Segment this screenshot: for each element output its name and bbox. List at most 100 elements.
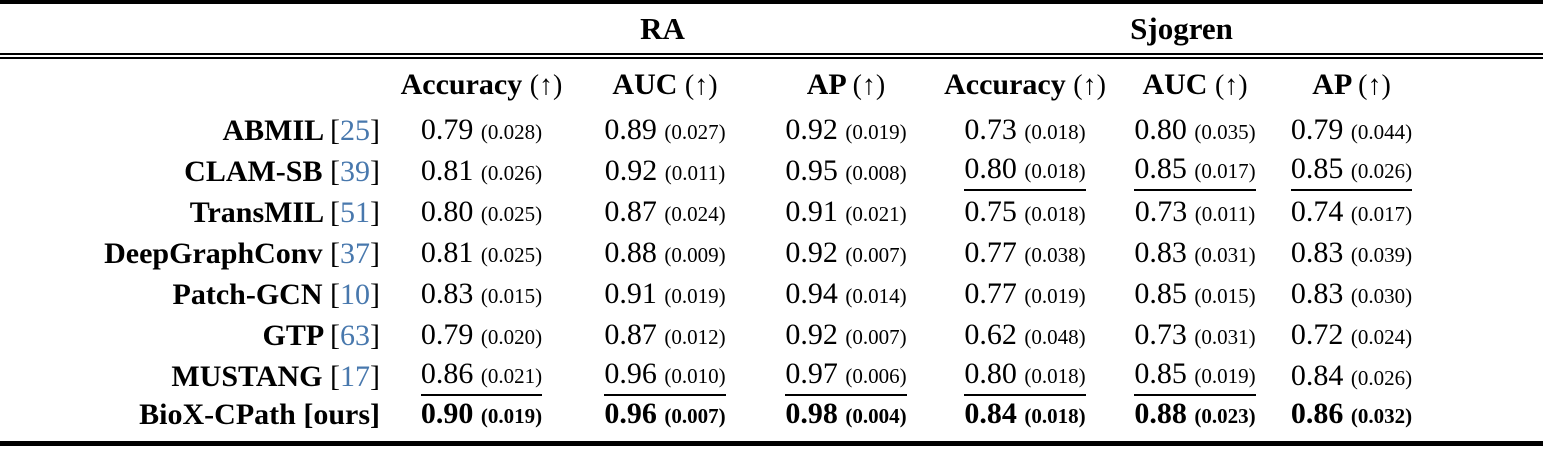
- mean-value: 0.85: [1134, 152, 1187, 185]
- mean-value: 0.80: [964, 152, 1017, 185]
- mean-value: 0.98: [785, 397, 838, 430]
- std-value: (0.025): [480, 242, 543, 267]
- header-label: Accuracy: [944, 67, 1066, 101]
- method-name: GTP: [262, 318, 323, 352]
- std-value: (0.030): [1350, 283, 1413, 308]
- std-value: (0.044): [1350, 119, 1413, 144]
- mean-value: 0.89: [604, 112, 657, 146]
- mean-value: 0.72: [1290, 317, 1344, 351]
- mean-value: 0.80: [1134, 112, 1187, 146]
- header-label: AUC: [612, 67, 678, 101]
- metric-value: 0.79 (0.020): [421, 318, 542, 354]
- metric-value: 0.88 (0.023): [1134, 397, 1255, 433]
- metric-value-cell: 0.92 (0.019): [757, 110, 935, 151]
- method-label-cell: ABMIL [25]: [0, 110, 390, 151]
- method-label-cell: BioX-CPath [ours]: [0, 397, 390, 444]
- citation-ref: [17]: [330, 359, 380, 393]
- metric-value: 0.72 (0.024): [1291, 318, 1412, 354]
- mean-value: 0.80: [420, 194, 474, 228]
- mean-value: 0.85: [1134, 276, 1187, 310]
- header-ra-auc: AUC (↑): [573, 58, 757, 110]
- metric-value-cell: 0.85 (0.026): [1275, 151, 1543, 192]
- metric-value-cell: 0.77 (0.019): [935, 274, 1115, 315]
- citation-ref: [63]: [330, 318, 380, 352]
- method-name: ABMIL: [222, 113, 323, 147]
- metric-value: 0.95 (0.008): [785, 154, 906, 190]
- metric-value-cell: 0.96 (0.007): [573, 397, 757, 444]
- metric-value: 0.85 (0.017): [1134, 152, 1256, 191]
- metric-value: 0.97 (0.006): [785, 357, 907, 396]
- metric-value-cell: 0.81 (0.025): [390, 233, 573, 274]
- metric-value-cell: 0.74 (0.017): [1275, 192, 1543, 233]
- up-arrow-icon: (↑): [1358, 69, 1391, 101]
- metric-value: 0.80 (0.035): [1134, 113, 1255, 149]
- metric-value: 0.87 (0.024): [604, 195, 725, 231]
- metric-value-cell: 0.83 (0.015): [390, 274, 573, 315]
- metric-value: 0.81 (0.025): [421, 236, 542, 272]
- metric-value-cell: 0.73 (0.031): [1115, 315, 1275, 356]
- metric-value: 0.92 (0.007): [785, 318, 906, 354]
- up-arrow-icon: (↑): [1214, 69, 1248, 101]
- header-label: Accuracy: [400, 67, 523, 101]
- metric-value-cell: 0.87 (0.024): [573, 192, 757, 233]
- method-label-cell: CLAM-SB [39]: [0, 151, 390, 192]
- metric-value: 0.83 (0.015): [421, 277, 542, 313]
- metric-value-cell: 0.89 (0.027): [573, 110, 757, 151]
- std-value: (0.028): [480, 119, 543, 144]
- std-value: (0.015): [480, 283, 543, 308]
- metric-value-cell: 0.97 (0.006): [757, 356, 935, 397]
- metric-value: 0.89 (0.027): [604, 113, 725, 149]
- std-value: (0.015): [1194, 283, 1256, 308]
- table-row: CLAM-SB [39] 0.81 (0.026) 0.92 (0.011) 0.95…: [0, 151, 1543, 192]
- metric-value-cell: 0.81 (0.026): [390, 151, 573, 192]
- metric-value-cell: 0.83 (0.030): [1275, 274, 1543, 315]
- mean-value: 0.97: [785, 357, 838, 390]
- metric-value-cell: 0.73 (0.011): [1115, 192, 1275, 233]
- corner-empty-cell: [0, 2, 390, 54]
- metric-value-cell: 0.80 (0.018): [935, 356, 1115, 397]
- mean-value: 0.79: [420, 112, 474, 146]
- group-header-row: RA Sjogren: [0, 2, 1543, 54]
- std-value: (0.031): [1194, 324, 1256, 349]
- mean-value: 0.81: [420, 235, 474, 269]
- metric-value-cell: 0.79 (0.044): [1275, 110, 1543, 151]
- metric-value: 0.86 (0.021): [420, 357, 543, 396]
- metric-value-cell: 0.84 (0.026): [1275, 356, 1543, 397]
- std-value: (0.010): [664, 364, 726, 388]
- citation-ref: [39]: [330, 154, 380, 188]
- mean-value: 0.79: [1290, 112, 1344, 146]
- metric-value: 0.92 (0.011): [605, 154, 725, 190]
- table-row: ABMIL [25] 0.79 (0.028) 0.89 (0.027) 0.92 (…: [0, 110, 1543, 151]
- std-value: (0.018): [1024, 364, 1086, 388]
- mean-value: 0.86: [1290, 397, 1344, 430]
- citation-ref: [25]: [330, 113, 380, 147]
- std-value: (0.007): [845, 324, 907, 349]
- metric-value: 0.96 (0.007): [604, 397, 725, 433]
- metric-value-cell: 0.84 (0.018): [935, 397, 1115, 444]
- metric-value: 0.79 (0.028): [421, 113, 542, 149]
- std-value: (0.009): [664, 242, 726, 267]
- citation-ref: [37]: [330, 236, 380, 270]
- std-value: (0.011): [664, 160, 726, 185]
- mean-value: 0.96: [604, 357, 657, 390]
- up-arrow-icon: (↑): [1073, 69, 1106, 101]
- table-row: DeepGraphConv [37] 0.81 (0.025) 0.88 (0.00…: [0, 233, 1543, 274]
- std-value: (0.048): [1024, 324, 1086, 349]
- mean-value: 0.95: [785, 153, 838, 187]
- mean-value: 0.73: [964, 112, 1017, 146]
- header-label: AUC: [1142, 67, 1208, 101]
- std-value: (0.012): [664, 324, 726, 349]
- mean-value: 0.77: [964, 235, 1017, 269]
- header-sjogren-ap: AP (↑): [1275, 58, 1543, 110]
- metric-value: 0.91 (0.019): [604, 277, 725, 313]
- metric-value: 0.85 (0.026): [1290, 152, 1413, 191]
- std-value: (0.011): [1194, 201, 1256, 226]
- std-value: (0.023): [1194, 404, 1256, 428]
- metric-value: 0.92 (0.007): [785, 236, 906, 272]
- double-rule-line: [0, 53, 1543, 59]
- metric-value: 0.94 (0.014): [785, 277, 906, 313]
- std-value: (0.007): [845, 242, 907, 267]
- citation-number: 63: [340, 318, 370, 352]
- metric-value-cell: 0.72 (0.024): [1275, 315, 1543, 356]
